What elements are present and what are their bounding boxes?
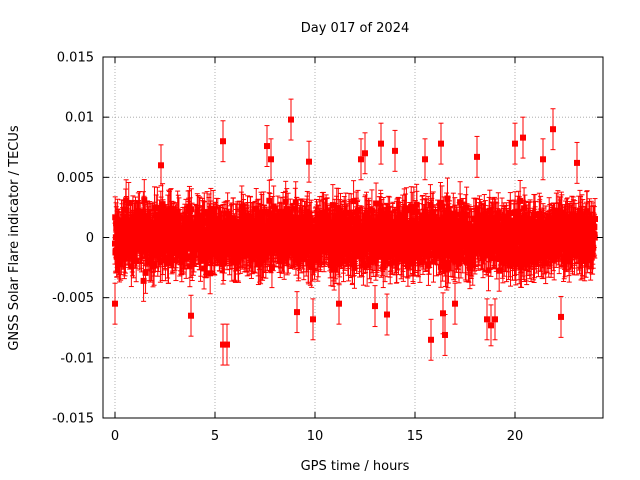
y-tick-label: -0.015 [52,412,94,427]
data-point [474,135,480,178]
data-point [452,282,458,325]
data-point [158,144,164,187]
x-axis-label: GPS time / hours [301,459,410,474]
y-axis-label: GNSS Solar Flare indicator / TECUs [7,125,22,351]
x-tick-label: 5 [211,429,219,444]
data-point [112,282,118,325]
data-point [220,120,226,163]
data-point [558,295,564,338]
x-tick-label: 0 [111,429,119,444]
y-tick-label: 0.005 [57,171,94,186]
data-point [422,138,428,181]
data-point [294,291,300,334]
y-tick-label: 0 [86,231,94,246]
data-point [384,293,390,336]
x-tick-label: 15 [407,429,424,444]
data-point [540,138,546,181]
data-point [378,122,384,165]
chart-title: Day 017 of 2024 [301,21,410,36]
data-point [306,140,312,183]
data-point [288,98,294,141]
y-tick-label: 0.015 [57,51,94,66]
x-tick-label: 20 [507,429,524,444]
y-tick-label: 0.01 [65,111,94,126]
x-tick-label: 10 [307,429,324,444]
data-point [336,282,342,325]
data-point [372,285,378,328]
data-point [550,108,556,151]
data-series [112,98,598,366]
data-point [428,318,434,361]
data-point [520,116,526,159]
data-point [224,323,230,366]
data-point [438,122,444,165]
data-point [392,129,398,172]
y-tick-label: -0.005 [52,291,94,306]
data-point [512,122,518,165]
data-point [188,294,194,337]
y-tick-label: -0.01 [60,351,94,366]
